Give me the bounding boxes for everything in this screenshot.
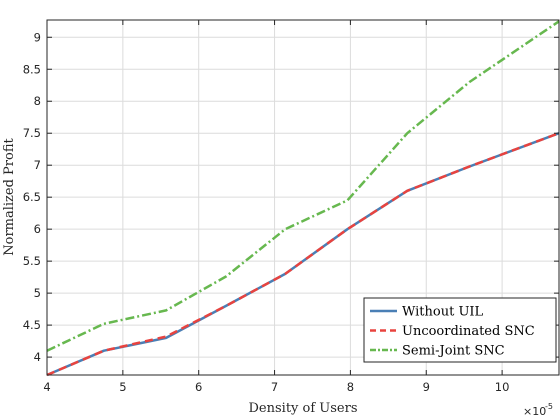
y-tick-label: 8 xyxy=(34,94,41,108)
x-tick-label: 8 xyxy=(347,380,354,394)
y-tick-label: 5.5 xyxy=(23,254,41,268)
x-tick-label: 10 xyxy=(495,380,510,394)
y-axis-label: Normalized Profit xyxy=(2,137,17,255)
y-tick-label: 5 xyxy=(34,286,41,300)
y-tick-label: 4.5 xyxy=(23,318,41,332)
y-tick-label: 4 xyxy=(34,350,41,364)
svg-text:-5: -5 xyxy=(545,402,553,411)
svg-text:×10: ×10 xyxy=(523,405,546,418)
x-tick-label: 9 xyxy=(423,380,430,394)
legend: Without UIL Uncoordinated SNC Semi-Joint S… xyxy=(363,297,557,363)
x-tick-label: 6 xyxy=(195,380,202,394)
series-line-uncoordinated-snc xyxy=(46,132,560,377)
y-tick-label: 8.5 xyxy=(23,62,41,76)
series-line-semi-joint-snc xyxy=(46,20,560,352)
y-tick-label: 6 xyxy=(34,222,41,236)
y-tick-label: 7 xyxy=(34,158,41,172)
x-exponent-label: ×10 -5 xyxy=(523,402,553,418)
x-tick-label: 7 xyxy=(271,380,278,394)
y-tick-label: 6.5 xyxy=(23,190,41,204)
series-lines xyxy=(46,20,560,377)
x-tick-label: 4 xyxy=(43,380,50,394)
ticks xyxy=(46,20,559,375)
legend-label-without-uil: Without UIL xyxy=(402,305,484,320)
x-tick-label: 5 xyxy=(119,380,126,394)
tick-labels: 4 5 6 7 8 9 10 4 4.5 5 5.5 6 6.5 7 7.5 8 8.5 9 xyxy=(23,30,510,394)
y-tick-label: 9 xyxy=(34,30,41,44)
legend-label-uncoordinated-snc: Uncoordinated SNC xyxy=(402,324,535,339)
x-axis-label: Density of Users xyxy=(249,401,358,416)
legend-label-semi-joint-snc: Semi-Joint SNC xyxy=(402,344,505,359)
y-tick-label: 7.5 xyxy=(23,126,41,140)
